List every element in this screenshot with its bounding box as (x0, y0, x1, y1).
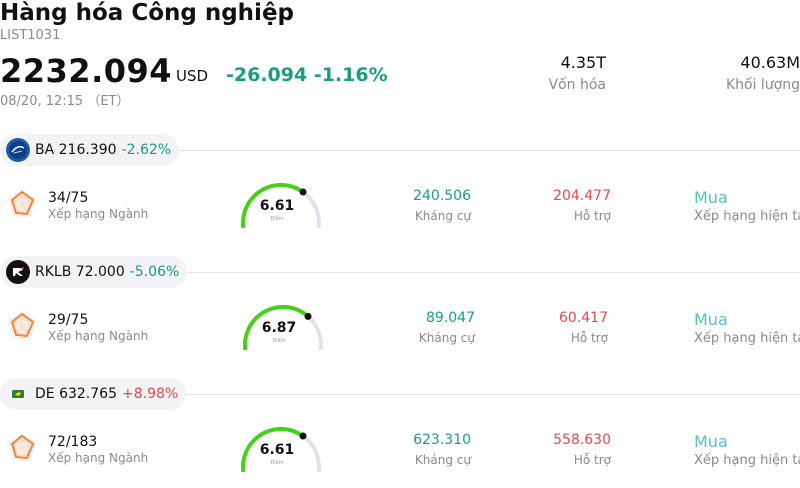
industry-rank-label: Xếp hạng Ngành (48, 207, 149, 221)
gauge-score: 6.61 (260, 442, 295, 458)
score-gauge: 6.87 Điểm (243, 305, 323, 350)
gauge-marker (299, 188, 307, 196)
current-rating[interactable]: Mua (694, 188, 728, 207)
timestamp: 08/20, 12:15 （ET） (0, 94, 130, 109)
index-change: -26.094 -1.16% (226, 64, 388, 86)
gauge-score-label: Điểm (270, 459, 283, 466)
industry-rank: 29/75 (48, 312, 89, 328)
stock-ticker-price: RKLB 72.000 (35, 264, 125, 280)
stock-change-percent: +8.98% (121, 386, 179, 402)
resistance-label: Kháng cự (418, 331, 475, 345)
boeing-logo-icon (6, 138, 30, 162)
market-cap-value: 4.35T (560, 53, 606, 72)
support-label: Hỗ trợ (573, 453, 611, 467)
radar-chart-icon (8, 189, 36, 217)
stock-section: BA 216.390 -2.62% 34/75 Xếp hạng Ngành 6… (0, 134, 800, 256)
gauge-fill (241, 183, 306, 228)
radar-chart-icon (8, 433, 36, 461)
resistance-label: Kháng cự (414, 453, 471, 467)
current-rating[interactable]: Mua (694, 310, 728, 329)
volume-value: 40.63M (740, 53, 800, 72)
section-divider (0, 150, 800, 151)
gauge-fill (241, 427, 306, 472)
stock-ticker-price: BA 216.390 (35, 142, 117, 158)
gauge-marker (304, 312, 312, 320)
resistance-label: Kháng cự (414, 209, 471, 223)
section-divider (0, 272, 800, 273)
industry-rank-label: Xếp hạng Ngành (48, 329, 149, 343)
stock-change-percent: -5.06% (129, 264, 180, 280)
support-value: 204.477 (553, 188, 611, 204)
stock-chip[interactable]: DE 632.765 +8.98% (0, 378, 187, 410)
resistance-value: 623.310 (413, 432, 471, 448)
stock-change-percent: -2.62% (121, 142, 172, 158)
current-rating-label: Xếp hạng hiện tại (694, 453, 800, 468)
support-label: Hỗ trợ (573, 209, 611, 223)
currency-label: USD (176, 67, 209, 85)
current-rating[interactable]: Mua (694, 432, 728, 451)
market-cap-label: Vốn hóa (548, 77, 606, 93)
current-rating-label: Xếp hạng hiện tại (694, 209, 800, 224)
gauge-score: 6.87 (262, 320, 297, 336)
gauge-score: 6.61 (260, 198, 295, 214)
stock-section: DE 632.765 +8.98% 72/183 Xếp hạng Ngành … (0, 378, 800, 488)
support-value: 558.630 (553, 432, 611, 448)
score-gauge: 6.61 Điểm (241, 183, 321, 228)
current-rating-label: Xếp hạng hiện tại (694, 331, 800, 346)
rocket-lab-logo-icon (6, 260, 30, 284)
radar-chart-icon (8, 311, 36, 339)
index-price: 2232.094 (0, 52, 173, 90)
stock-ticker-price: DE 632.765 (35, 386, 117, 402)
gauge-score-label: Điểm (272, 337, 285, 344)
resistance-value: 89.047 (426, 310, 475, 326)
resistance-value: 240.506 (413, 188, 471, 204)
support-value: 60.417 (559, 310, 608, 326)
stock-section: RKLB 72.000 -5.06% 29/75 Xếp hạng Ngành … (0, 256, 800, 378)
volume-label: Khối lượng (725, 77, 800, 93)
score-gauge: 6.61 Điểm (241, 427, 321, 472)
gauge-marker (299, 432, 307, 440)
john-deere-logo-icon (6, 382, 30, 406)
page-title: Hàng hóa Công nghiệp (0, 0, 295, 26)
stock-chip[interactable]: RKLB 72.000 -5.06% (0, 256, 188, 288)
section-divider (0, 394, 800, 395)
gauge-score-label: Điểm (270, 215, 283, 222)
support-label: Hỗ trợ (570, 331, 608, 345)
industry-rank: 34/75 (48, 190, 89, 206)
list-code: LIST1031 (0, 28, 61, 43)
industry-rank: 72/183 (48, 434, 98, 450)
stock-chip[interactable]: BA 216.390 -2.62% (0, 134, 180, 166)
industry-rank-label: Xếp hạng Ngành (48, 451, 149, 465)
gauge-fill (243, 305, 310, 350)
